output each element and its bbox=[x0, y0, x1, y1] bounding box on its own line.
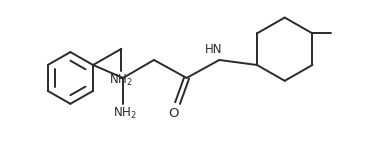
Text: HN: HN bbox=[205, 43, 223, 56]
Text: NH$_2$: NH$_2$ bbox=[109, 73, 133, 88]
Text: O: O bbox=[169, 107, 179, 120]
Text: NH$_2$: NH$_2$ bbox=[113, 106, 137, 121]
